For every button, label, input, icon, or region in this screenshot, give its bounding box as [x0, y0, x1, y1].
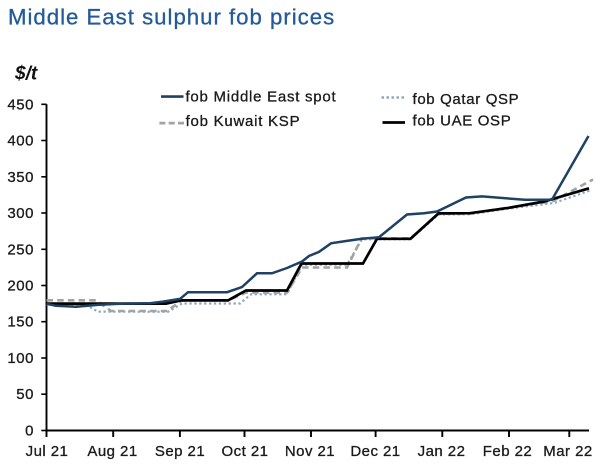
svg-text:100: 100 — [7, 350, 34, 367]
svg-text:fob Kuwait KSP: fob Kuwait KSP — [186, 113, 301, 130]
svg-text:300: 300 — [7, 205, 34, 222]
svg-text:Jul 21: Jul 21 — [26, 443, 69, 460]
svg-text:150: 150 — [7, 314, 34, 331]
svg-text:Feb 22: Feb 22 — [483, 443, 532, 460]
svg-text:250: 250 — [7, 241, 34, 258]
svg-text:Mar 22: Mar 22 — [543, 443, 592, 460]
svg-text:fob Qatar QSP: fob Qatar QSP — [413, 91, 520, 108]
svg-text:450: 450 — [7, 96, 34, 113]
svg-text:Jan 22: Jan 22 — [418, 443, 466, 460]
svg-text:Middle East sulphur fob prices: Middle East sulphur fob prices — [8, 5, 335, 30]
svg-text:$/t: $/t — [14, 64, 38, 85]
svg-text:Nov 21: Nov 21 — [285, 443, 335, 460]
svg-text:400: 400 — [7, 133, 34, 150]
svg-text:200: 200 — [7, 278, 34, 295]
svg-text:Oct 21: Oct 21 — [222, 443, 269, 460]
svg-text:0: 0 — [25, 423, 34, 440]
svg-text:fob Middle East spot: fob Middle East spot — [186, 88, 337, 105]
svg-text:fob UAE OSP: fob UAE OSP — [413, 113, 512, 130]
svg-text:Dec 21: Dec 21 — [350, 443, 400, 460]
svg-text:Sep 21: Sep 21 — [155, 443, 205, 460]
svg-text:Aug 21: Aug 21 — [87, 443, 137, 460]
svg-text:350: 350 — [7, 169, 34, 186]
svg-text:50: 50 — [16, 386, 34, 403]
